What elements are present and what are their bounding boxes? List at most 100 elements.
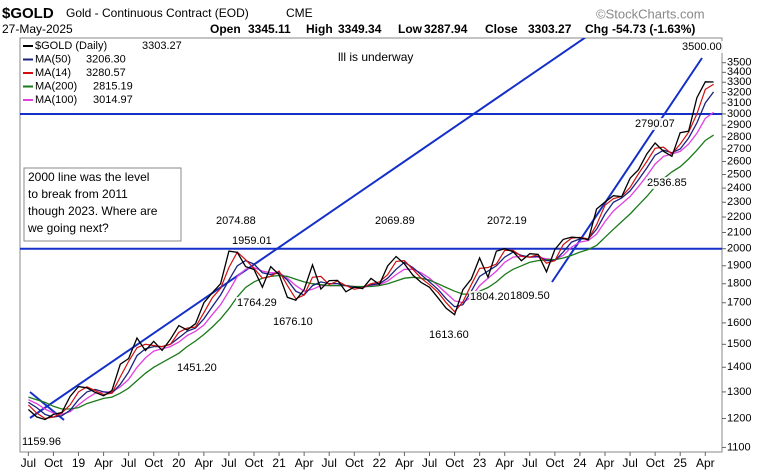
y-tick-label: 2100 bbox=[727, 226, 751, 238]
quote-label: Low bbox=[398, 22, 423, 36]
y-tick-label: 2800 bbox=[727, 131, 751, 143]
y-tick-label: 3400 bbox=[727, 66, 751, 78]
y-tick-label: 2000 bbox=[727, 243, 751, 255]
y-tick-label: 1800 bbox=[727, 278, 751, 290]
price-label: 2790.07 bbox=[635, 118, 675, 130]
y-tick-label: 3500 bbox=[727, 57, 751, 69]
legend-value: 3206.30 bbox=[86, 53, 126, 65]
quote-value: 3345.11 bbox=[248, 22, 291, 36]
y-tick-label: 1200 bbox=[727, 412, 751, 424]
price-label-bg bbox=[509, 290, 551, 302]
x-tick-label: Jul bbox=[622, 456, 637, 470]
price-label: 2069.89 bbox=[375, 215, 415, 227]
y-tick-label: 1900 bbox=[727, 260, 751, 272]
price-label-bg bbox=[634, 118, 676, 130]
quote-value: -54.73 (-1.63%) bbox=[612, 22, 695, 36]
legend-name: MA(100) bbox=[35, 94, 77, 106]
x-tick-label: Oct bbox=[546, 456, 565, 470]
price-label-bg bbox=[486, 215, 528, 227]
y-tick-label: 2600 bbox=[727, 155, 751, 167]
price-label: 1676.10 bbox=[273, 316, 313, 328]
price-label: 1764.29 bbox=[237, 297, 277, 309]
x-tick-label: Oct bbox=[646, 456, 665, 470]
y-tick-label: 1400 bbox=[727, 361, 751, 373]
x-tick-label: Jul bbox=[322, 456, 337, 470]
price-label-bg bbox=[646, 177, 688, 189]
y-tick-label: 3200 bbox=[727, 86, 751, 98]
price-label-bg bbox=[236, 297, 278, 309]
price-label-bg bbox=[374, 215, 416, 227]
x-tick-label: Apr bbox=[696, 456, 715, 470]
y-tick-label: 2700 bbox=[727, 143, 751, 155]
callout-line: 2000 line was the level bbox=[28, 170, 149, 184]
title: Gold - Continuous Contract (EOD) bbox=[66, 6, 249, 20]
callout-line: to break from 2011 bbox=[28, 187, 128, 201]
price-label-bg bbox=[176, 362, 218, 374]
price-label: 1959.01 bbox=[232, 235, 272, 247]
y-tick-label: 1700 bbox=[727, 297, 751, 309]
x-tick-label: Apr bbox=[94, 456, 113, 470]
date: 27-May-2025 bbox=[2, 22, 73, 36]
x-tick-label: Oct bbox=[44, 456, 63, 470]
x-tick-label: Apr bbox=[495, 456, 514, 470]
y-tick-label: 2500 bbox=[727, 168, 751, 180]
x-tick-label: Oct bbox=[345, 456, 364, 470]
x-tick-label: Jul bbox=[121, 456, 136, 470]
x-tick-label: 19 bbox=[72, 456, 86, 470]
x-tick-label: Jul bbox=[422, 456, 437, 470]
legend-value: 2815.19 bbox=[93, 80, 133, 92]
price-label-bg bbox=[231, 235, 273, 247]
quote-label: Chg bbox=[585, 22, 608, 36]
price-label: 2074.88 bbox=[216, 215, 256, 227]
series-line bbox=[28, 111, 714, 416]
x-tick-label: 23 bbox=[473, 456, 487, 470]
y-tick-label: 1500 bbox=[727, 338, 751, 350]
price-label-bg bbox=[272, 316, 314, 328]
price-label: 1451.20 bbox=[177, 362, 217, 374]
quote-value: 3287.94 bbox=[424, 22, 468, 36]
price-label: 1804.20 bbox=[470, 291, 510, 303]
x-tick-label: Apr bbox=[195, 456, 214, 470]
legend-name: MA(200) bbox=[35, 80, 77, 92]
x-tick-label: Apr bbox=[295, 456, 314, 470]
x-tick-label: Oct bbox=[144, 456, 163, 470]
x-tick-label: 21 bbox=[272, 456, 286, 470]
y-tick-label: 2200 bbox=[727, 211, 751, 223]
y-tick-label: 1100 bbox=[727, 441, 751, 453]
y-tick-label: 3100 bbox=[727, 97, 751, 109]
quote-value: 3349.34 bbox=[338, 22, 382, 36]
trend-line bbox=[29, 38, 587, 419]
note: lll is underway bbox=[338, 50, 413, 64]
series-line bbox=[28, 91, 715, 418]
x-tick-label: 20 bbox=[172, 456, 186, 470]
price-label: 1159.96 bbox=[22, 436, 61, 448]
legend-name: MA(14) bbox=[35, 67, 71, 79]
quote-label: Close bbox=[485, 22, 518, 36]
trend-line bbox=[551, 57, 703, 283]
exchange: CME bbox=[286, 6, 313, 20]
y-tick-label: 2400 bbox=[727, 182, 751, 194]
series-line bbox=[27, 81, 714, 421]
y-tick-label: 2300 bbox=[727, 196, 751, 208]
y-tick-label: 1300 bbox=[727, 386, 751, 398]
callout-line: though 2023. Where are bbox=[28, 204, 158, 218]
x-tick-label: Oct bbox=[445, 456, 464, 470]
price-label: 2536.85 bbox=[647, 177, 687, 189]
symbol: $GOLD bbox=[2, 5, 54, 22]
y-tick-label: 3000 bbox=[727, 108, 751, 120]
price-label: 2072.19 bbox=[487, 215, 527, 227]
price-label: 1613.60 bbox=[429, 329, 469, 341]
price-label-bg bbox=[469, 291, 511, 303]
x-tick-label: Oct bbox=[245, 456, 264, 470]
x-tick-label: Jul bbox=[522, 456, 537, 470]
legend-name: $GOLD (Daily) bbox=[35, 40, 107, 52]
price-label-bg bbox=[21, 436, 63, 448]
price-label-bg bbox=[215, 215, 257, 227]
quote-value: 3303.27 bbox=[528, 22, 572, 36]
plot-border bbox=[19, 37, 723, 453]
x-tick-label: Apr bbox=[596, 456, 615, 470]
callout-box bbox=[23, 167, 182, 242]
legend-name: MA(50) bbox=[35, 53, 71, 65]
legend-value: 3303.27 bbox=[142, 40, 182, 52]
